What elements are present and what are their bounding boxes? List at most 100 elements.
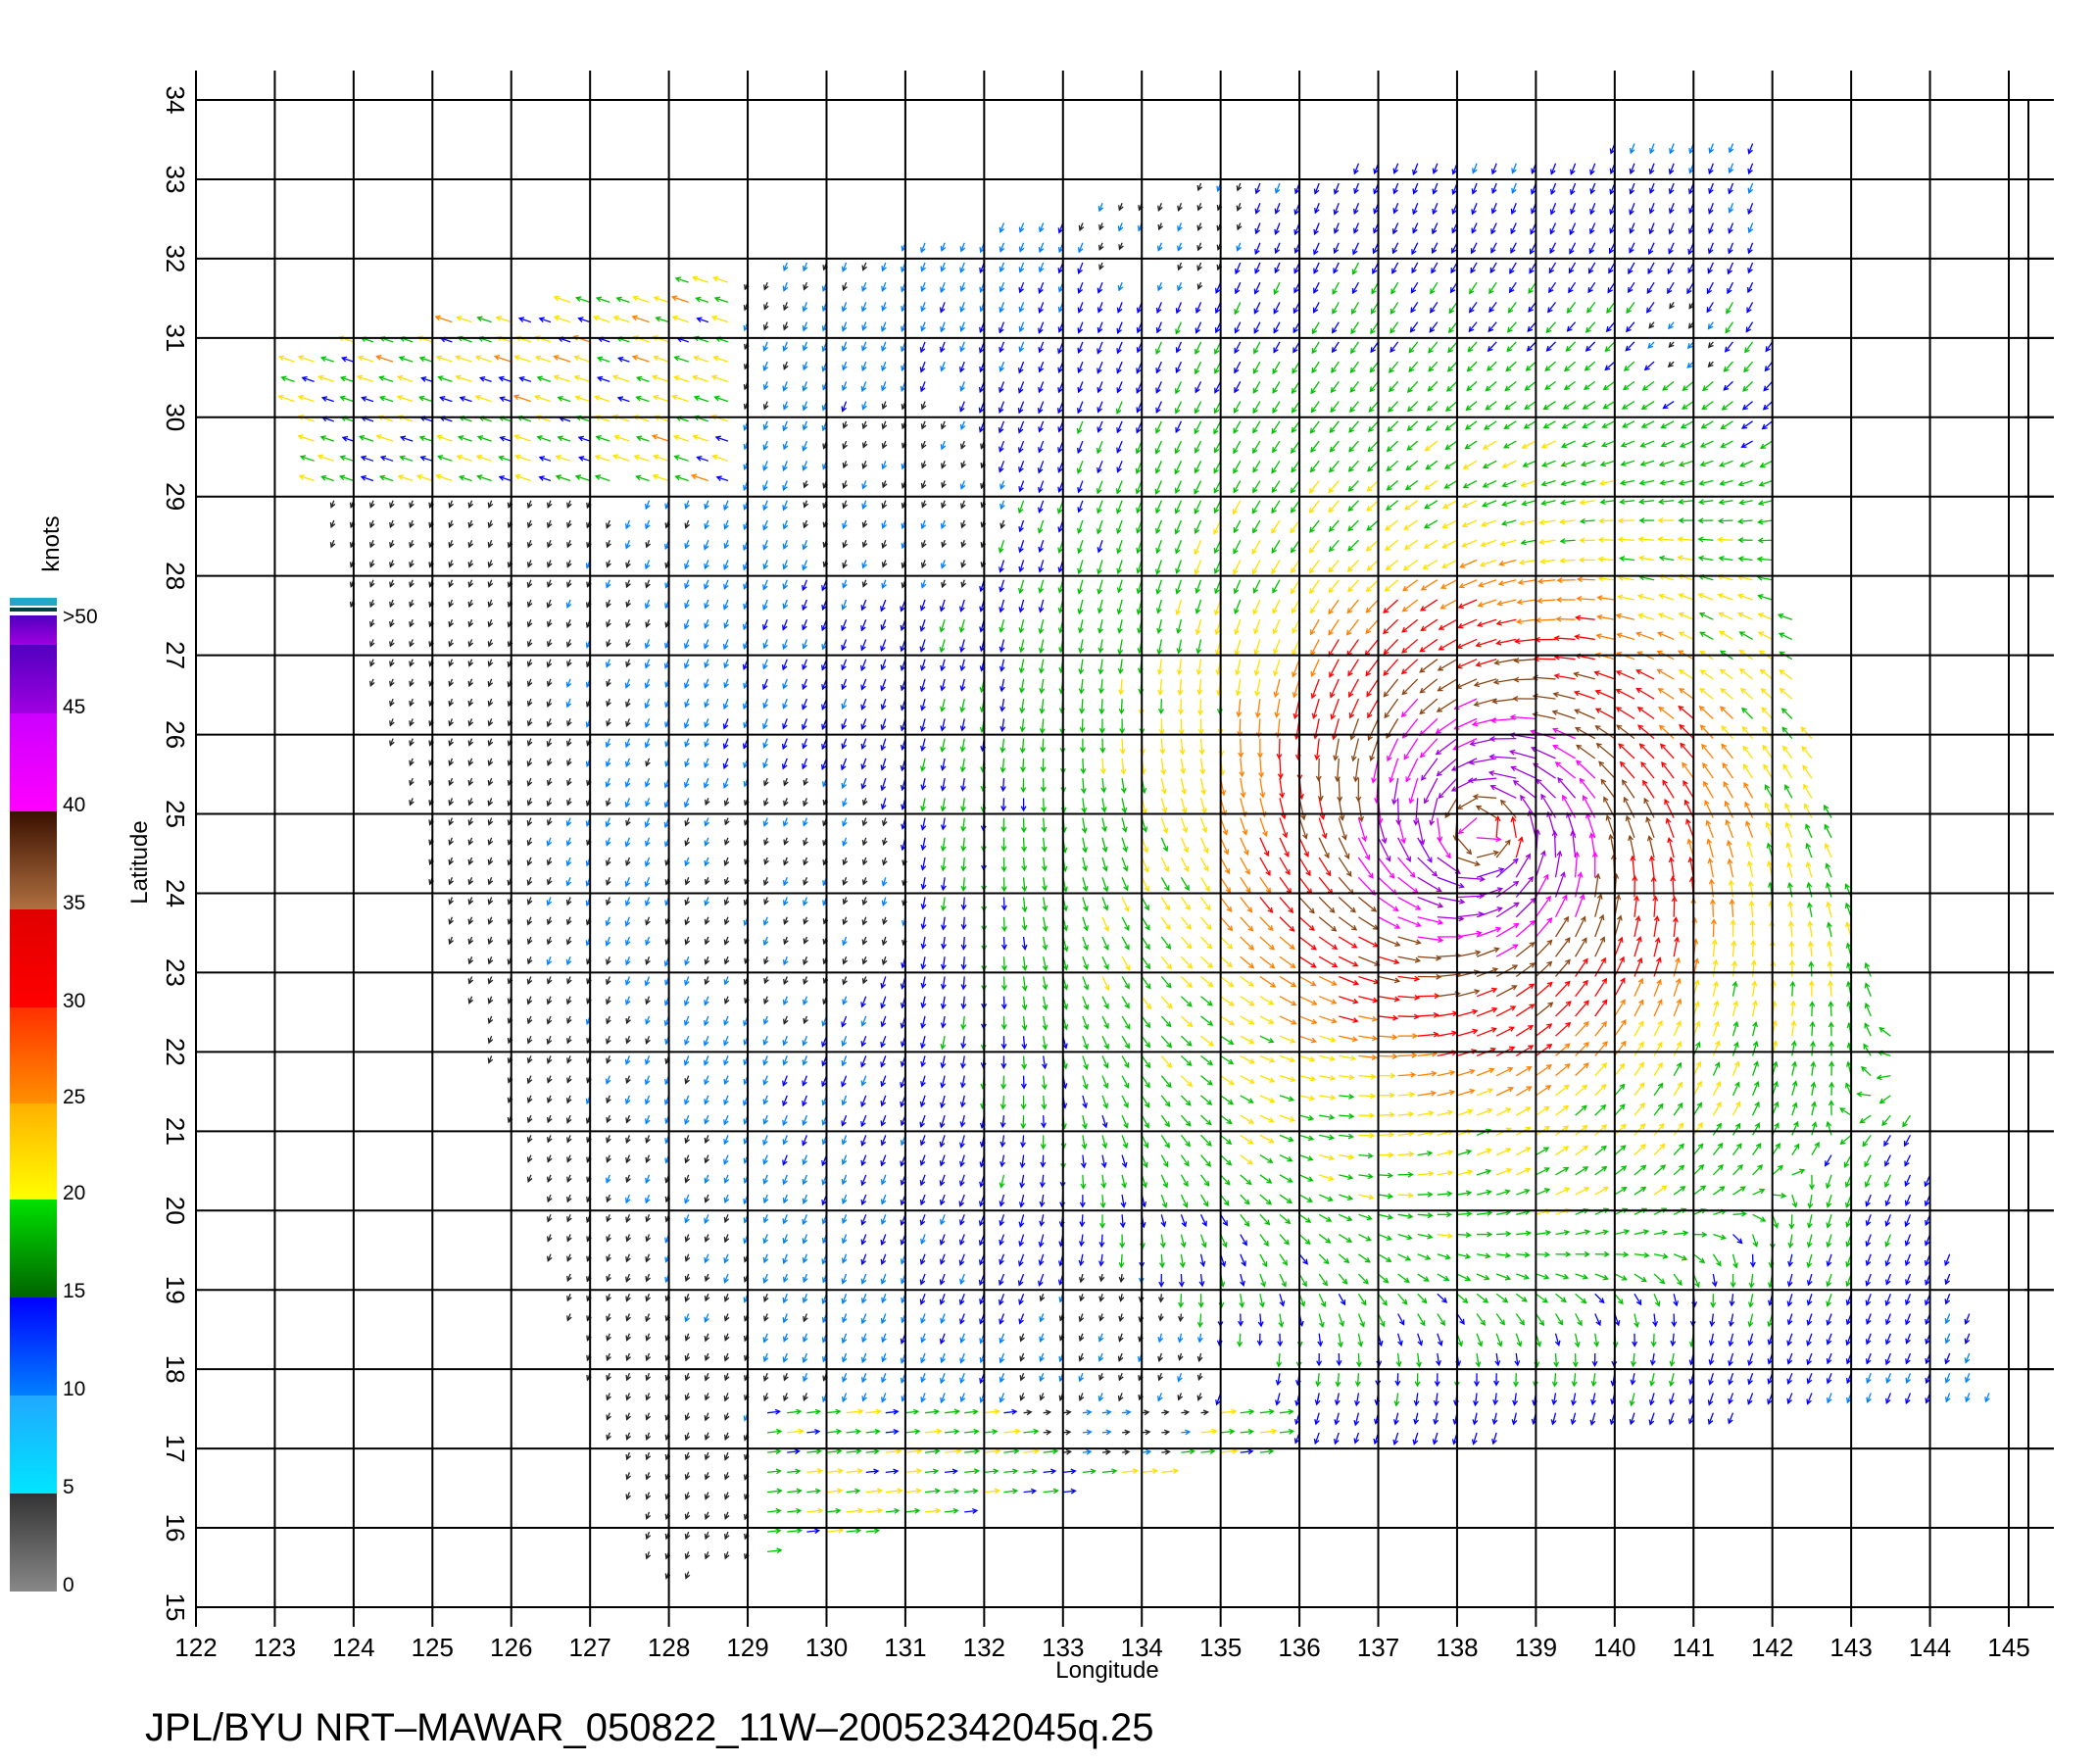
wind-vector: [826, 1448, 843, 1454]
wind-vector: [1404, 480, 1419, 491]
wind-vector: [1200, 1154, 1212, 1167]
wind-vector: [841, 1055, 848, 1067]
wind-vector: [1457, 817, 1478, 835]
wind-vector: [1003, 1488, 1019, 1494]
wind-vector: [1200, 1428, 1218, 1435]
wind-vector: [606, 1372, 611, 1382]
wind-vector: [526, 579, 533, 589]
wind-vector: [1786, 1294, 1793, 1307]
wind-vector: [1021, 1036, 1028, 1051]
wind-vector: [841, 1075, 848, 1088]
wind-vector: [1649, 1352, 1656, 1366]
wind-vector: [1062, 1429, 1072, 1436]
wind-vector: [1417, 936, 1444, 944]
wind-vector: [782, 1174, 788, 1186]
wind-vector: [842, 1313, 848, 1324]
wind-vector: [960, 976, 967, 991]
wind-vector: [841, 1214, 848, 1225]
wind-vector: [625, 1214, 631, 1223]
wind-vector: [842, 440, 848, 450]
wind-vector: [1319, 1153, 1336, 1161]
wind-vector: [1575, 1313, 1583, 1327]
wind-vector: [1476, 947, 1500, 957]
wind-vector: [1884, 1214, 1891, 1228]
wind-vector: [1649, 1373, 1655, 1387]
wind-vector: [1747, 1352, 1754, 1366]
wind-vector: [1615, 612, 1635, 620]
wind-vector: [1021, 956, 1028, 971]
wind-vector: [802, 659, 807, 671]
wind-vector: [1116, 461, 1123, 473]
wind-vector: [1220, 876, 1232, 894]
wind-vector: [1000, 758, 1006, 774]
wind-vector: [1559, 538, 1576, 544]
wind-vector: [880, 1214, 887, 1226]
wind-vector: [1155, 540, 1162, 555]
wind-vector: [1041, 1075, 1048, 1091]
wind-vector: [1116, 440, 1123, 454]
wind-vector: [1811, 1121, 1818, 1136]
wind-vector: [644, 678, 651, 689]
wind-vector: [959, 361, 965, 373]
wind-vector: [624, 936, 631, 947]
wind-vector: [1444, 420, 1458, 431]
wind-vector: [1476, 1252, 1491, 1259]
wind-vector: [1678, 479, 1694, 486]
wind-vector: [1259, 1234, 1269, 1248]
wind-vector: [538, 317, 552, 323]
wind-vector: [860, 738, 867, 751]
wind-vector: [1905, 1273, 1912, 1286]
wind-vector: [1461, 519, 1478, 528]
wind-vector: [652, 473, 669, 482]
x-tick-label: 124: [332, 1633, 374, 1662]
wind-vector: [1018, 480, 1025, 493]
wind-vector: [1791, 1168, 1806, 1176]
wind-vector: [880, 1253, 887, 1265]
wind-vector: [546, 956, 553, 966]
wind-vector: [842, 798, 848, 808]
wind-vector: [782, 1055, 789, 1066]
wind-vector: [1625, 341, 1635, 352]
wind-vector: [341, 435, 355, 442]
wind-vector: [1194, 461, 1202, 474]
wind-vector: [1620, 440, 1635, 448]
wind-vector: [684, 1313, 690, 1323]
wind-vector: [1574, 709, 1595, 719]
wind-vector: [435, 355, 453, 363]
wind-vector: [1554, 894, 1568, 918]
wind-vector: [1257, 1313, 1264, 1328]
wind-vector: [1331, 341, 1340, 354]
wind-vector: [1365, 599, 1379, 613]
wind-vector: [566, 1253, 572, 1262]
wind-vector: [940, 1372, 946, 1385]
wind-vector: [723, 1492, 730, 1500]
wind-vector: [1313, 262, 1320, 274]
wind-vector: [782, 1114, 788, 1127]
longitude-tick-labels: 122 123 124 125 126 127 128 129 130 131 132 133 134 1…: [174, 1633, 2029, 1662]
wind-vector: [1038, 619, 1045, 635]
wind-vector: [1038, 560, 1045, 573]
wind-vector: [565, 698, 572, 709]
wind-vector: [1097, 341, 1103, 355]
wind-vector: [1378, 1054, 1398, 1059]
wind-vector: [1513, 658, 1536, 663]
wind-vector: [1117, 1352, 1124, 1362]
wind-vector: [1018, 262, 1025, 273]
wind-vector: [999, 341, 1005, 354]
wind-vector: [1634, 1123, 1646, 1136]
wind-vector: [1728, 143, 1734, 154]
wind-vector: [369, 560, 375, 568]
wind-vector: [1560, 460, 1576, 467]
wind-vector: [762, 599, 768, 611]
wind-vector: [566, 1174, 572, 1183]
wind-vector: [1629, 163, 1635, 175]
wind-vector: [1571, 1373, 1578, 1388]
wind-vector: [1291, 579, 1300, 595]
wind-vector: [635, 435, 650, 442]
wind-vector: [1648, 855, 1655, 878]
wind-vector: [1240, 1448, 1254, 1455]
wind-vector: [1078, 1333, 1085, 1343]
wind-vector: [1234, 381, 1242, 394]
wind-vector: [1630, 1373, 1636, 1386]
wind-vector: [683, 1055, 690, 1066]
